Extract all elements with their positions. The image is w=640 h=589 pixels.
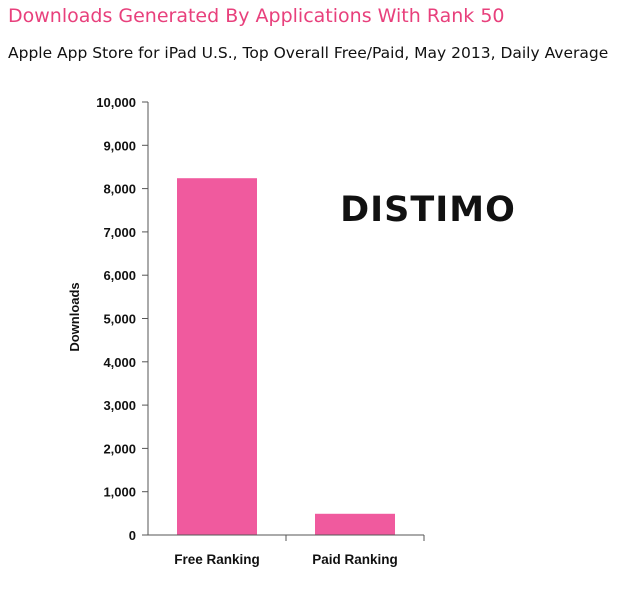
bars-group (177, 178, 395, 535)
x-category-label: Free Ranking (174, 552, 260, 567)
x-categories-group: Free Ranking Paid Ranking (174, 535, 425, 567)
y-tick-label: 3,000 (103, 398, 136, 413)
distimo-logo: DISTIMO (340, 190, 516, 230)
y-tick-label: 7,000 (103, 225, 136, 240)
x-category-label: Paid Ranking (312, 552, 398, 567)
y-tick-label: 9,000 (103, 138, 136, 153)
y-tick-label: 6,000 (103, 268, 136, 283)
y-tick-label: 2,000 (103, 441, 136, 456)
y-tick-label: 0 (129, 528, 136, 543)
y-tick-label: 10,000 (96, 95, 136, 110)
bar-free-ranking (177, 178, 257, 535)
bar-paid-ranking (315, 513, 395, 535)
y-tick-label: 1,000 (103, 485, 136, 500)
y-axis-label: Downloads (67, 282, 82, 351)
chart-subtitle: Apple App Store for iPad U.S., Top Overa… (8, 44, 609, 62)
y-tick-label: 4,000 (103, 355, 136, 370)
chart-title: Downloads Generated By Applications With… (8, 5, 505, 27)
y-ticks-group: 0 1,000 2,000 3,000 4,000 5,000 6,000 7,000 8,00… (96, 95, 148, 543)
y-tick-label: 5,000 (103, 312, 136, 327)
y-tick-label: 8,000 (103, 182, 136, 197)
